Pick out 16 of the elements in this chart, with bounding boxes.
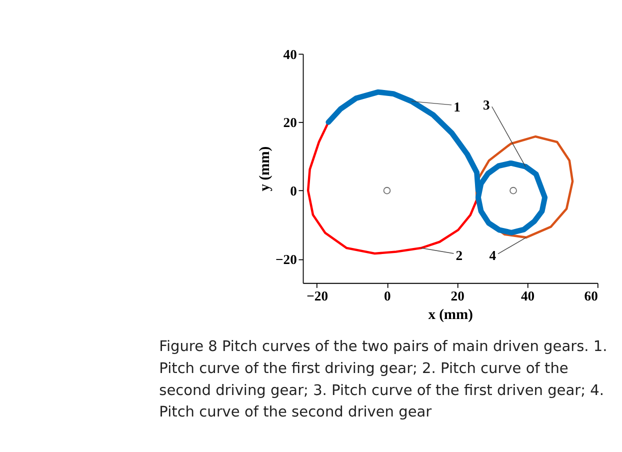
x-tick-label: 20 xyxy=(450,288,465,304)
annotation: 2 xyxy=(456,248,463,263)
x-tick-label: 60 xyxy=(584,288,598,304)
annotation: 1 xyxy=(454,99,461,114)
annotation: 3 xyxy=(483,97,490,112)
caption: Figure 8 Pitch curves of the two pairs of main driven gears. 1. Pitch curve of the first driving gear; 2. Pitch curve of the second driving gear; 3. Pitch curve of the first driven gear; 4. Pitch curve of the second driven gear xyxy=(159,339,608,421)
x-tick-label: 0 xyxy=(384,288,392,304)
annotation: 4 xyxy=(489,248,496,264)
x-tick-label: −20 xyxy=(306,288,328,304)
y-axis-title: y (mm) xyxy=(257,146,274,192)
y-tick-label: 40 xyxy=(283,46,298,62)
y-tick-label: −20 xyxy=(276,252,298,267)
x-tick-label: 40 xyxy=(520,288,535,304)
y-tick-label: 20 xyxy=(283,115,298,130)
y-tick-label: 0 xyxy=(290,184,298,199)
x-axis-title: x (mm) xyxy=(428,306,474,323)
